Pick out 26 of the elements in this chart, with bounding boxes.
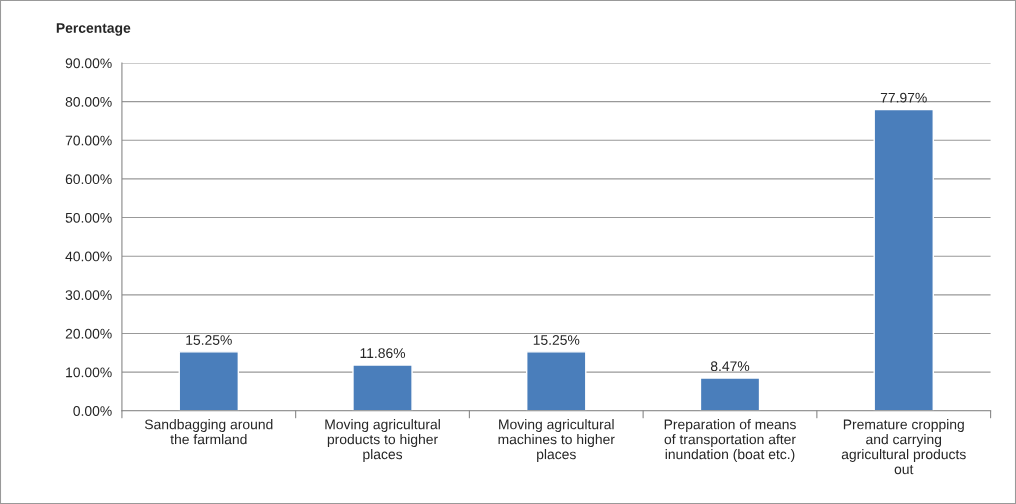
y-tick-label: 60.00% <box>65 174 112 185</box>
data-label: 11.86% <box>360 348 406 359</box>
x-tick-label: Premature cropping and carrying agricultural products out <box>841 419 966 475</box>
y-tick-label: 40.00% <box>65 251 112 262</box>
y-tick-label: 70.00% <box>65 135 112 146</box>
x-tick-label: Sandbagging around the farmland <box>144 419 273 445</box>
bar <box>699 377 761 411</box>
x-tick-label: Moving agricultural products to higher places <box>325 419 440 462</box>
x-tick-label: Moving agricultural machines to higher places <box>498 419 615 462</box>
y-tick-label: 10.00% <box>66 367 112 378</box>
y-tick-label: 50.00% <box>65 212 112 223</box>
y-tick-label: 20.00% <box>65 328 112 339</box>
bar <box>873 108 934 411</box>
y-tick-label: 80.00% <box>65 96 112 107</box>
bar <box>352 364 413 411</box>
data-label: 15.25% <box>186 335 232 345</box>
data-label: 15.25% <box>533 335 580 345</box>
bar <box>526 351 587 411</box>
y-tick-label: 90.00% <box>65 58 112 69</box>
y-axis-title: Percentage <box>56 23 131 36</box>
x-tick-label: Preparation of means of transportation after inundation (boat etc.) <box>664 419 796 462</box>
bar <box>178 351 240 411</box>
data-label: 77.97% <box>880 92 927 103</box>
y-tick-label: 0.00% <box>73 406 112 416</box>
data-label: 8.47% <box>710 361 750 372</box>
y-tick-label: 30.00% <box>65 290 112 301</box>
